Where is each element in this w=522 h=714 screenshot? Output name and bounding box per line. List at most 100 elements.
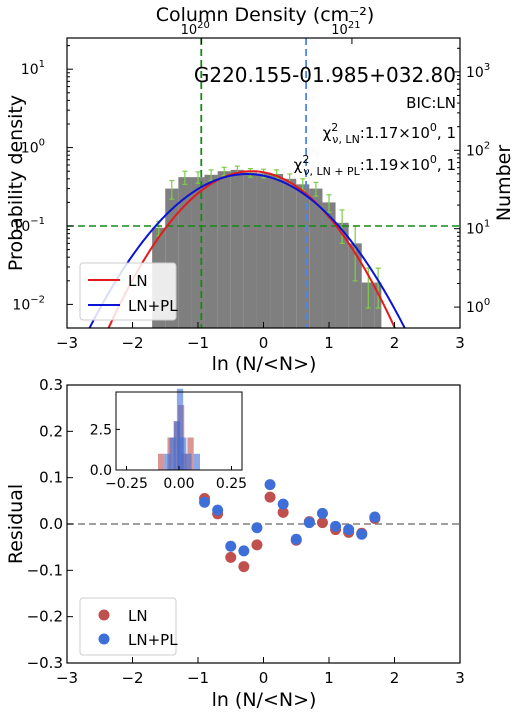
histogram-bar <box>191 177 205 328</box>
x-tick-label: −3 <box>56 669 78 687</box>
residual-point-ln-pl <box>290 533 302 545</box>
y-tick-label: −0.1 <box>27 561 63 579</box>
bic-label: BIC:LN <box>406 94 456 112</box>
y-tick-label: −0.3 <box>27 654 63 672</box>
residual-point-ln <box>225 551 237 563</box>
y-tick-label: 0.0 <box>39 515 63 533</box>
inset-bar-ln-pl <box>185 453 192 470</box>
y-tick-label: 101 <box>21 59 45 78</box>
residual-legend: LN LN+PL <box>79 597 178 656</box>
residual-inset-histogram: −0.25 0.00 0.25 0.0 2.5 <box>90 388 247 492</box>
histogram-bar <box>283 178 297 328</box>
inset-bar-ln <box>158 453 165 470</box>
histogram-bar <box>309 188 323 328</box>
residual-point-ln <box>238 561 250 573</box>
histogram-bar <box>296 184 310 328</box>
residual-y-axis-label: Residual <box>5 484 27 564</box>
histogram-bar <box>322 202 336 328</box>
number-tick-label: 101 <box>466 219 490 238</box>
residual-point-ln-pl <box>369 511 381 523</box>
source-name-label: G220.155-01.985+032.80 <box>194 63 456 87</box>
residual-legend-ln-label: LN <box>128 607 148 625</box>
inset-x-tick-label: 0.00 <box>163 476 194 492</box>
x-tick-label: −2 <box>121 669 143 687</box>
x-tick-label: −2 <box>121 334 143 352</box>
chi-ln-label: χ2 ν, LN:1.17×100, 1 <box>323 121 456 146</box>
residual-point-ln <box>277 506 289 518</box>
legend-ln-marker <box>98 609 110 621</box>
number-axis-label: Number <box>493 145 515 222</box>
residual-point-ln-pl <box>316 507 328 519</box>
x-tick-label: 3 <box>455 669 465 687</box>
histogram-bar <box>217 171 231 328</box>
inset-x-tick-label: 0.25 <box>216 476 247 492</box>
x-tick-label: −3 <box>56 334 78 352</box>
residual-panel: −3 −2 −1 0 1 2 3 −0.3 −0.2 −0.1 0.0 0.1 0.2 0.3 ln (N… <box>5 376 465 711</box>
y-tick-label: −0.2 <box>27 608 63 626</box>
x-tick-label: −1 <box>187 669 209 687</box>
residual-point-ln-pl <box>251 522 263 534</box>
pdf-x-axis-label: ln (N/<N>) <box>212 353 317 375</box>
residual-x-axis-label: ln (N/<N>) <box>212 689 317 711</box>
x-tick-label: 3 <box>455 334 465 352</box>
pdf-legend: LN LN+PL <box>79 262 178 321</box>
residual-point-ln <box>251 539 263 551</box>
pdf-y-axis-label: Probability density <box>5 95 27 271</box>
histogram-bar <box>204 174 218 328</box>
histogram-bar <box>178 177 192 328</box>
residual-point-ln-pl <box>264 479 276 491</box>
residual-points <box>199 479 381 573</box>
inset-bar-ln-pl <box>180 437 187 470</box>
histogram-bar <box>335 222 349 328</box>
x-tick-label: 0 <box>259 669 269 687</box>
number-tick-label: 100 <box>466 297 490 316</box>
x-tick-label: 1 <box>324 334 334 352</box>
legend-ln-label: LN <box>128 272 148 290</box>
residual-point-ln-pl <box>356 528 368 540</box>
x-tick-label: 0 <box>259 334 269 352</box>
fit-curve-ln-pl <box>88 173 406 328</box>
residual-point-ln-pl <box>199 496 211 508</box>
residual-point-ln-pl <box>277 498 289 510</box>
y-tick-label: 0.2 <box>39 422 63 440</box>
chi-pl-label: χ2 ν, LN + PL:1.19×100, 1 <box>294 153 456 178</box>
legend-lnpl-label: LN+PL <box>128 297 178 315</box>
inset-y-tick-label: 0.0 <box>90 463 112 479</box>
inset-x-tick-label: −0.25 <box>105 476 148 492</box>
legend-lnpl-marker <box>98 633 110 645</box>
fit-curve-ln <box>107 170 396 328</box>
x-tick-label: 2 <box>390 334 400 352</box>
inset-bar-ln-pl <box>164 453 171 470</box>
inset-bars <box>158 388 200 470</box>
histogram-bar <box>348 243 362 328</box>
reference-lines <box>67 38 460 328</box>
histogram-bar <box>243 172 257 328</box>
histogram-bar <box>230 169 244 328</box>
x-tick-label: 2 <box>390 669 400 687</box>
residual-point-ln-pl <box>212 504 224 516</box>
residual-point-ln-pl <box>238 545 250 557</box>
histogram-bar <box>270 174 284 328</box>
top-axis-title: Column Density (cm⁻²) <box>156 4 375 26</box>
number-tick-label: 102 <box>466 140 490 159</box>
residual-point-ln-pl <box>330 520 342 532</box>
number-tick-label: 103 <box>466 62 490 81</box>
inset-y-tick-label: 2.5 <box>90 422 112 438</box>
residual-point-ln <box>264 491 276 503</box>
residual-legend-lnpl-label: LN+PL <box>128 631 178 649</box>
fit-curves <box>88 170 406 328</box>
residual-point-ln-pl <box>303 517 315 529</box>
inset-ticks: −0.25 0.00 0.25 0.0 2.5 <box>90 422 247 492</box>
histogram-bars <box>152 169 382 328</box>
y-tick-label: 0.1 <box>39 469 63 487</box>
inset-bar-ln-pl <box>169 437 176 470</box>
inset-bar-ln-pl <box>193 453 200 470</box>
y-tick-label: 10−2 <box>12 294 45 313</box>
residual-axis-ticks: −3 −2 −1 0 1 2 3 −0.3 −0.2 −0.1 0.0 0.1 0.2 0.3 <box>27 376 465 687</box>
residual-point-ln <box>316 517 328 529</box>
y-tick-label: 0.3 <box>39 376 63 394</box>
histogram-bar <box>256 173 271 328</box>
residual-point-ln-pl <box>225 540 237 552</box>
